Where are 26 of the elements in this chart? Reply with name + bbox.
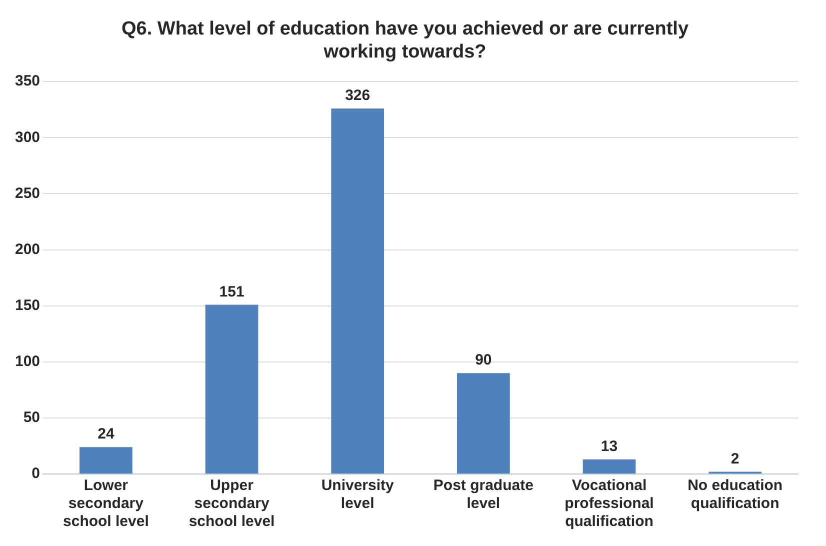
bar: [457, 373, 510, 474]
bar: [205, 304, 258, 474]
data-label: 151: [219, 283, 244, 300]
data-label: 90: [475, 352, 492, 369]
bar: [331, 108, 384, 474]
x-tick-label: No education qualification: [688, 477, 783, 512]
x-tick-label: Upper secondary school level: [188, 477, 275, 530]
data-label: 326: [345, 87, 370, 104]
x-tick-label: University level: [321, 477, 395, 512]
chart-title: Q6. What level of education have you achieved or are currently working towards?: [121, 18, 689, 62]
data-label: 2: [730, 450, 740, 468]
y-tick-label: 350: [14, 72, 40, 90]
x-tick-label: Vocational professional qualification: [564, 477, 654, 530]
y-tick-label: 250: [14, 184, 40, 202]
y-tick-label: 150: [14, 296, 40, 314]
data-label: 24: [98, 426, 115, 443]
y-tick-label: 200: [14, 240, 40, 258]
y-tick-label: 0: [32, 465, 40, 482]
data-label: 13: [600, 438, 618, 456]
bar: [80, 447, 132, 474]
bar: [582, 459, 636, 474]
x-tick-label: Post graduate level: [433, 477, 534, 512]
y-tick-label: 300: [14, 128, 40, 146]
x-tick-label: Lower secondary school level: [63, 477, 149, 530]
y-tick-label: 100: [14, 353, 40, 370]
y-tick-label: 50: [23, 409, 40, 426]
